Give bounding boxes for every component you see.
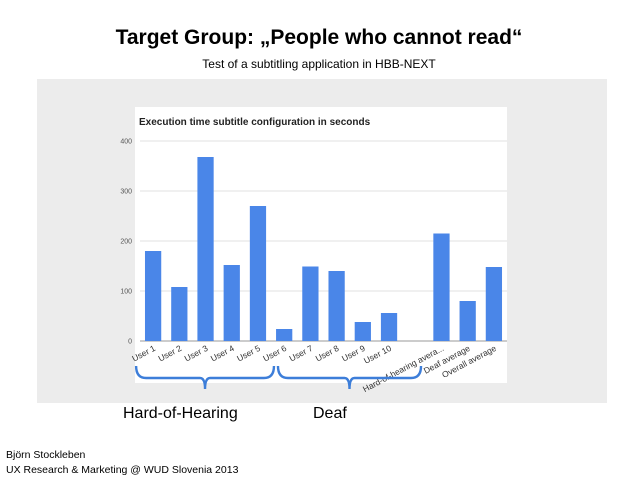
slide-subtitle: Test of a subtitling application in HBB-… [202,57,436,71]
y-tick-label: 400 [120,139,132,146]
bar [223,265,240,341]
y-tick-label: 100 [120,289,132,296]
bar [354,322,371,341]
bar [171,287,188,341]
bar [433,233,450,341]
y-tick-label: 300 [120,189,132,196]
slide-title: Target Group: „People who cannot read“ [115,26,523,49]
bar-chart: Execution time subtitle configuration in… [120,107,507,394]
bar [249,206,267,341]
group-bracket [134,365,276,390]
bar [380,313,398,341]
deaf-group-label: Deaf [313,405,347,422]
bar [144,251,162,341]
bar [485,267,503,341]
bar [197,157,214,341]
y-tick-label: 0 [128,339,132,346]
bar [328,271,345,341]
author-affiliation: UX Research & Marketing @ WUD Slovenia 2… [6,464,239,476]
group-bracket [276,365,423,390]
bar [302,266,319,341]
hard-of-hearing-group-label: Hard-of-Hearing [123,405,238,422]
bar [276,329,293,341]
chart-plot-background [135,107,507,383]
author-name: Björn Stockleben [6,449,86,461]
bar [459,301,476,341]
y-tick-label: 200 [120,239,132,246]
chart-title: Execution time subtitle configuration in… [139,117,371,128]
